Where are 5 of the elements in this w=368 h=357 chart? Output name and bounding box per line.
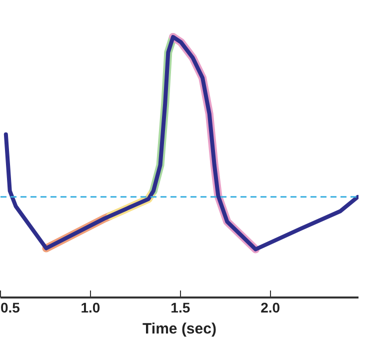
x-tick-label: 0.5 xyxy=(0,300,20,316)
x-tick-label: 2.0 xyxy=(260,300,280,316)
x-tick-label: 1.5 xyxy=(170,300,190,316)
x-tick-label: 1.0 xyxy=(80,300,100,316)
x-axis-title: Time (sec) xyxy=(142,320,216,338)
